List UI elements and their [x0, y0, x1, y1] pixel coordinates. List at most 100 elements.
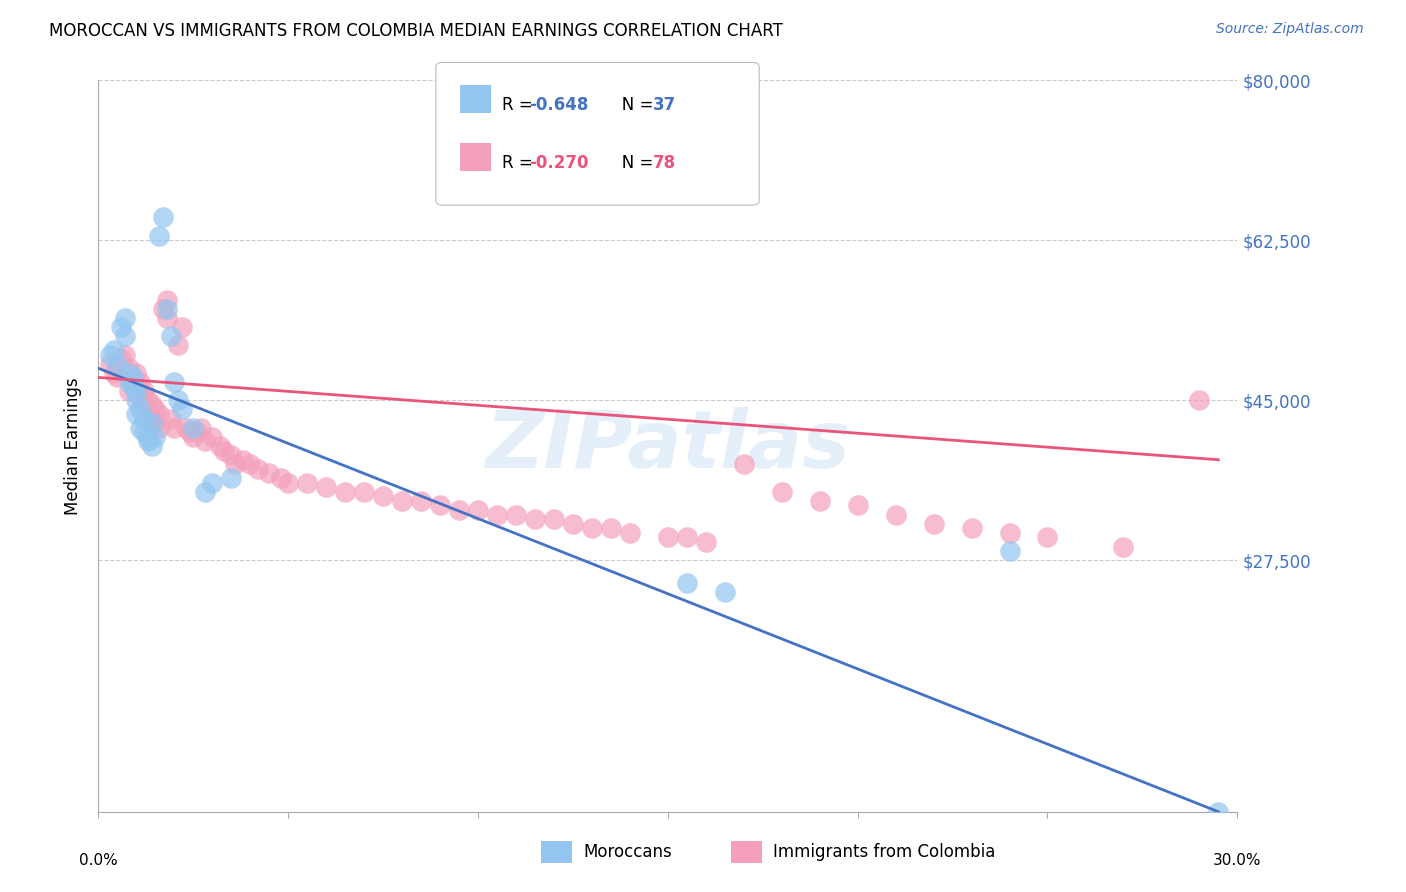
Point	[467, 503, 489, 517]
Point	[129, 375, 152, 389]
Point	[201, 430, 224, 444]
Point	[221, 448, 243, 462]
Point	[770, 484, 793, 499]
Point	[998, 525, 1021, 540]
Point	[125, 393, 148, 408]
Point	[1208, 805, 1230, 819]
Point	[960, 521, 983, 535]
Point	[167, 393, 190, 408]
Point	[170, 402, 193, 417]
Point	[156, 301, 179, 316]
Text: R =: R =	[502, 154, 538, 172]
Point	[315, 480, 337, 494]
Point	[270, 471, 292, 485]
Point	[118, 361, 141, 376]
Point	[141, 439, 163, 453]
Point	[159, 329, 181, 343]
Point	[922, 516, 945, 531]
Point	[239, 457, 262, 471]
Point	[846, 499, 869, 513]
Point	[194, 434, 217, 449]
Point	[194, 484, 217, 499]
Point	[118, 384, 141, 398]
Point	[125, 407, 148, 421]
Point	[657, 530, 679, 544]
Point	[152, 211, 174, 225]
Point	[145, 416, 167, 430]
Point	[695, 535, 717, 549]
Point	[486, 508, 509, 522]
Point	[103, 343, 125, 357]
Text: ZIPatlas: ZIPatlas	[485, 407, 851, 485]
Point	[524, 512, 547, 526]
Point	[129, 389, 152, 403]
Point	[163, 420, 186, 434]
Point	[132, 425, 155, 440]
Point	[170, 320, 193, 334]
Point	[335, 484, 357, 499]
Point	[136, 434, 159, 449]
Point	[543, 512, 565, 526]
Point	[132, 411, 155, 425]
Text: -0.648: -0.648	[529, 96, 588, 114]
Point	[118, 375, 141, 389]
Point	[505, 508, 527, 522]
Text: 37: 37	[652, 96, 676, 114]
Point	[107, 370, 129, 384]
Text: N =: N =	[606, 154, 658, 172]
Point	[159, 411, 181, 425]
Text: 78: 78	[652, 154, 675, 172]
Point	[98, 347, 121, 362]
Point	[1112, 540, 1135, 554]
Point	[714, 585, 737, 599]
Point	[114, 347, 136, 362]
Point	[676, 576, 699, 591]
Point	[145, 430, 167, 444]
Point	[148, 407, 170, 421]
Text: 0.0%: 0.0%	[79, 853, 118, 868]
Text: 30.0%: 30.0%	[1213, 853, 1261, 868]
Point	[186, 425, 208, 440]
Point	[136, 411, 159, 425]
Point	[224, 457, 246, 471]
Point	[232, 452, 254, 467]
Point	[1036, 530, 1059, 544]
Point	[125, 384, 148, 398]
Text: -0.270: -0.270	[529, 154, 588, 172]
Point	[121, 370, 143, 384]
Point	[411, 493, 433, 508]
Text: Immigrants from Colombia: Immigrants from Colombia	[773, 843, 995, 862]
Point	[121, 379, 143, 393]
Text: R =: R =	[502, 96, 538, 114]
Point	[353, 484, 375, 499]
Point	[114, 329, 136, 343]
Point	[391, 493, 413, 508]
Point	[148, 420, 170, 434]
Point	[562, 516, 585, 531]
Point	[429, 499, 451, 513]
Point	[581, 521, 603, 535]
Point	[600, 521, 623, 535]
Point	[167, 338, 190, 352]
Point	[808, 493, 831, 508]
Point	[136, 393, 159, 408]
Point	[156, 310, 179, 325]
Point	[110, 320, 132, 334]
Point	[103, 366, 125, 380]
Point	[212, 443, 235, 458]
Point	[1188, 393, 1211, 408]
Point	[174, 420, 197, 434]
Point	[259, 467, 281, 481]
Point	[619, 525, 641, 540]
Point	[129, 402, 152, 417]
Point	[132, 398, 155, 412]
Point	[98, 357, 121, 371]
Point	[129, 420, 152, 434]
Point	[141, 398, 163, 412]
Point	[208, 439, 231, 453]
Point	[277, 475, 299, 490]
Point	[141, 416, 163, 430]
Point	[152, 301, 174, 316]
Point	[136, 430, 159, 444]
Point	[201, 475, 224, 490]
